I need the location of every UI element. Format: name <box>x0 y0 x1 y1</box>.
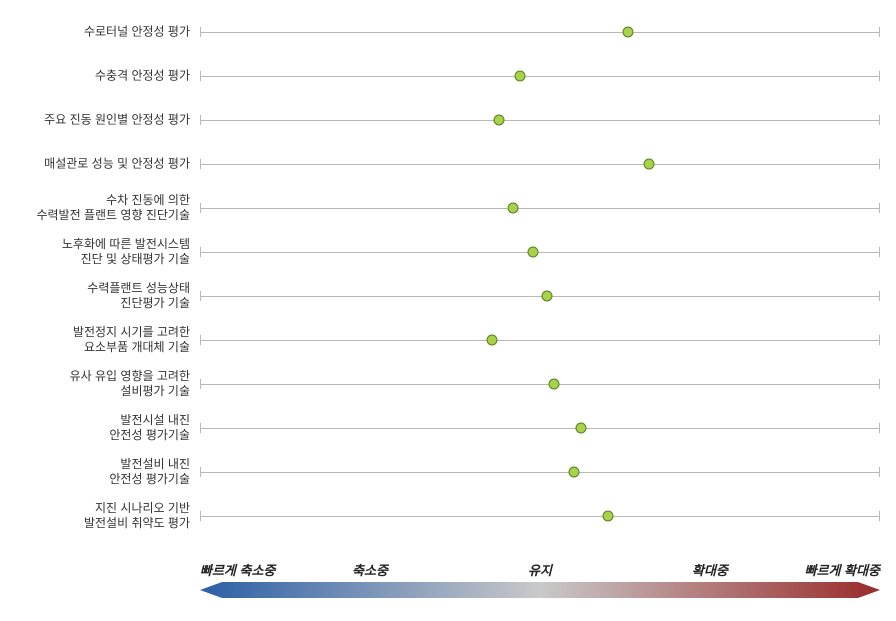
chart-row: 발전시설 내진안전성 평가기술 <box>0 406 896 450</box>
data-marker <box>575 423 586 434</box>
chart-row: 수로터널 안정성 평가 <box>0 10 896 54</box>
chart-row: 수차 진동에 의한수력발전 플랜트 영향 진단기술 <box>0 186 896 230</box>
axis-category-label: 빠르게 확대중 <box>805 560 880 579</box>
row-label: 주요 진동 원인별 안정성 평가 <box>0 113 190 128</box>
data-marker <box>507 203 518 214</box>
chart-row: 주요 진동 원인별 안정성 평가 <box>0 98 896 142</box>
row-label: 노후화에 따른 발전시스템진단 및 상태평가 기술 <box>0 237 190 267</box>
row-label: 수차 진동에 의한수력발전 플랜트 영향 진단기술 <box>0 193 190 223</box>
row-label: 발전설비 내진안전성 평가기술 <box>0 457 190 487</box>
dot-plot-chart: 수로터널 안정성 평가수충격 안정성 평가주요 진동 원인별 안정성 평가매설관… <box>0 0 896 621</box>
axis-category-label: 빠르게 축소중 <box>200 560 275 579</box>
row-label: 수로터널 안정성 평가 <box>0 25 190 40</box>
chart-row: 발전설비 내진안전성 평가기술 <box>0 450 896 494</box>
row-label: 수력플랜트 성능상태진단평가 기술 <box>0 281 190 311</box>
axis-category-label: 확대중 <box>692 560 728 579</box>
row-label: 매설관로 성능 및 안정성 평가 <box>0 157 190 172</box>
data-marker <box>603 511 614 522</box>
chart-row: 유사 유입 영향을 고려한설비평가 기술 <box>0 362 896 406</box>
data-marker <box>623 27 634 38</box>
chart-row: 노후화에 따른 발전시스템진단 및 상태평가 기술 <box>0 230 896 274</box>
chart-row: 매설관로 성능 및 안정성 평가 <box>0 142 896 186</box>
chart-row: 수력플랜트 성능상태진단평가 기술 <box>0 274 896 318</box>
data-marker <box>514 71 525 82</box>
trend-arrow <box>200 580 880 598</box>
data-marker <box>541 291 552 302</box>
chart-row: 수충격 안정성 평가 <box>0 54 896 98</box>
chart-row: 발전정지 시기를 고려한요소부품 개대체 기술 <box>0 318 896 362</box>
data-marker <box>487 335 498 346</box>
data-marker <box>569 467 580 478</box>
row-label: 지진 시나리오 기반발전설비 취약도 평가 <box>0 501 190 531</box>
data-marker <box>528 247 539 258</box>
axis-category-label: 유지 <box>528 560 552 579</box>
chart-row: 지진 시나리오 기반발전설비 취약도 평가 <box>0 494 896 538</box>
row-label: 발전정지 시기를 고려한요소부품 개대체 기술 <box>0 325 190 355</box>
data-marker <box>494 115 505 126</box>
data-marker <box>643 159 654 170</box>
row-label: 발전시설 내진안전성 평가기술 <box>0 413 190 443</box>
axis-category-label: 축소중 <box>352 560 388 579</box>
row-label: 유사 유입 영향을 고려한설비평가 기술 <box>0 369 190 399</box>
data-marker <box>548 379 559 390</box>
row-label: 수충격 안정성 평가 <box>0 69 190 84</box>
